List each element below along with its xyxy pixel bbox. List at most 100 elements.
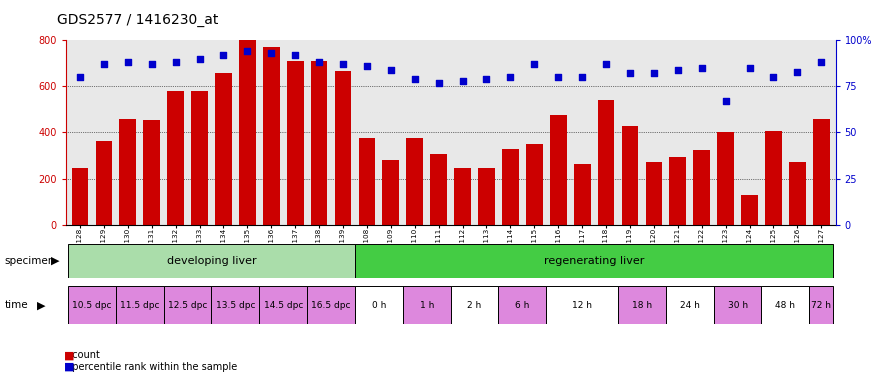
Bar — [68, 244, 355, 278]
Bar — [402, 286, 451, 324]
Point — [144, 61, 158, 67]
Point — [264, 50, 278, 56]
Bar — [239, 40, 256, 225]
Point — [312, 60, 326, 66]
Bar — [119, 119, 136, 225]
Text: developing liver: developing liver — [166, 256, 256, 266]
Point — [456, 78, 470, 84]
Point — [336, 61, 350, 67]
Bar — [68, 286, 116, 324]
Point — [766, 74, 780, 80]
Point — [73, 74, 87, 80]
Bar — [307, 286, 355, 324]
Bar — [72, 167, 88, 225]
Bar — [646, 162, 662, 225]
Point — [169, 60, 183, 66]
Bar — [164, 286, 212, 324]
Bar — [714, 286, 761, 324]
Bar — [499, 286, 546, 324]
Bar — [144, 121, 160, 225]
Bar — [95, 141, 112, 225]
Bar — [191, 91, 208, 225]
Text: time: time — [4, 300, 28, 310]
Bar — [355, 286, 402, 324]
Bar — [287, 61, 304, 225]
Bar — [259, 286, 307, 324]
Text: 12.5 dpc: 12.5 dpc — [168, 301, 207, 310]
Point — [431, 79, 445, 86]
Bar — [618, 286, 666, 324]
Point — [599, 61, 613, 67]
Text: 30 h: 30 h — [727, 301, 747, 310]
Point — [623, 70, 637, 76]
Bar — [789, 162, 806, 225]
Bar — [334, 71, 352, 225]
Bar — [621, 126, 639, 225]
Text: 24 h: 24 h — [680, 301, 700, 310]
Bar — [502, 149, 519, 225]
Bar — [406, 138, 423, 225]
Bar — [212, 286, 259, 324]
Text: 11.5 dpc: 11.5 dpc — [120, 301, 159, 310]
Point — [671, 67, 685, 73]
Point — [480, 76, 494, 82]
Point — [97, 61, 111, 67]
Point — [241, 48, 255, 55]
Text: 48 h: 48 h — [775, 301, 795, 310]
Point — [384, 67, 398, 73]
Bar — [550, 115, 567, 225]
Bar — [526, 144, 542, 225]
Text: count: count — [66, 350, 100, 360]
Bar — [311, 61, 327, 225]
Text: 16.5 dpc: 16.5 dpc — [312, 301, 351, 310]
Text: 1 h: 1 h — [419, 301, 434, 310]
Point — [718, 98, 732, 104]
Bar — [430, 154, 447, 225]
Text: 14.5 dpc: 14.5 dpc — [263, 301, 303, 310]
Text: 2 h: 2 h — [467, 301, 481, 310]
Point — [790, 69, 804, 75]
Bar — [355, 244, 833, 278]
Bar — [262, 47, 280, 225]
Text: ■: ■ — [64, 362, 74, 372]
Bar — [451, 286, 499, 324]
Bar — [546, 286, 618, 324]
Point — [647, 70, 661, 76]
Point — [288, 52, 302, 58]
Point — [528, 61, 542, 67]
Text: 13.5 dpc: 13.5 dpc — [215, 301, 256, 310]
Bar — [693, 150, 710, 225]
Text: ■: ■ — [64, 350, 74, 360]
Point — [408, 76, 422, 82]
Point — [192, 56, 206, 62]
Text: regenerating liver: regenerating liver — [544, 256, 644, 266]
Point — [695, 65, 709, 71]
Point — [360, 63, 374, 69]
Text: ▶: ▶ — [37, 300, 46, 310]
Bar — [761, 286, 809, 324]
Bar — [666, 286, 714, 324]
Bar — [669, 157, 686, 225]
Bar — [574, 164, 591, 225]
Bar — [359, 138, 375, 225]
Bar — [813, 119, 829, 225]
Bar — [116, 286, 164, 324]
Text: GDS2577 / 1416230_at: GDS2577 / 1416230_at — [57, 13, 218, 27]
Text: 0 h: 0 h — [372, 301, 386, 310]
Text: percentile rank within the sample: percentile rank within the sample — [66, 362, 237, 372]
Point — [575, 74, 589, 80]
Point — [551, 74, 565, 80]
Point — [216, 52, 230, 58]
Bar — [598, 99, 614, 225]
Text: specimen: specimen — [4, 256, 55, 266]
Bar — [215, 73, 232, 225]
Text: 12 h: 12 h — [572, 301, 592, 310]
Point — [815, 60, 829, 66]
Text: 10.5 dpc: 10.5 dpc — [72, 301, 112, 310]
Bar — [167, 91, 184, 225]
Bar — [741, 195, 758, 225]
Bar — [718, 132, 734, 225]
Text: 18 h: 18 h — [632, 301, 652, 310]
Point — [743, 65, 757, 71]
Point — [503, 74, 517, 80]
